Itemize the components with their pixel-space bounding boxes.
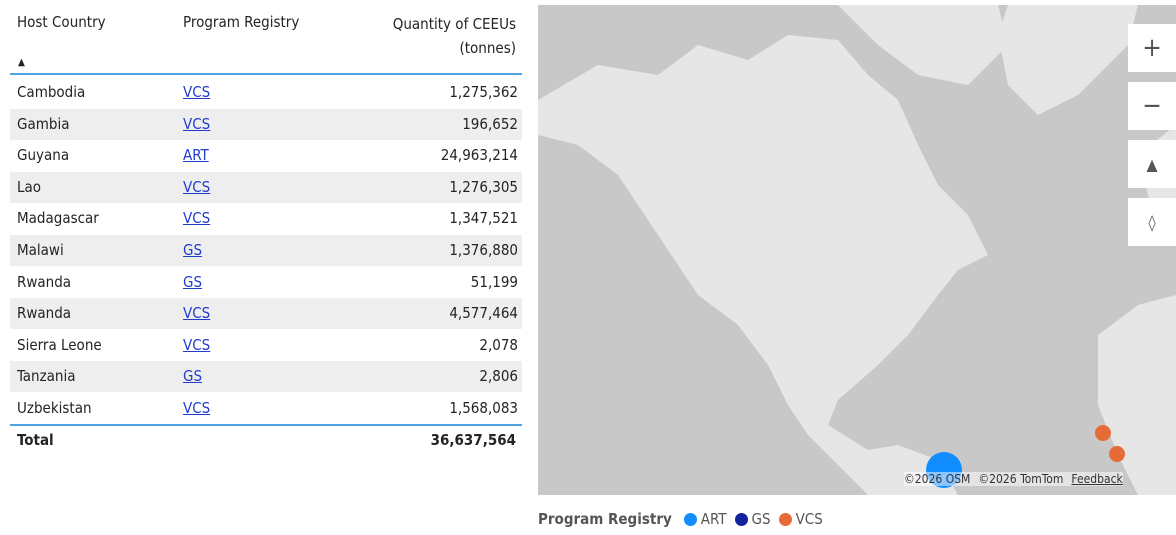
registry-link[interactable]: VCS: [183, 114, 211, 133]
quantity-cell: 196,652: [462, 114, 518, 133]
feedback-link[interactable]: Feedback: [1071, 472, 1123, 486]
quantity-cell: 1,276,305: [449, 177, 518, 196]
registry-link[interactable]: GS: [183, 367, 203, 386]
legend: Program Registry ART GS VCS: [538, 510, 823, 528]
legend-swatch: [734, 512, 748, 526]
attribution-text: ©2026 OSM: [904, 472, 971, 486]
compass[interactable]: ◊: [1128, 198, 1176, 246]
attribution: ©2026 OSM ©2026 TomTom Feedback: [904, 472, 1123, 486]
table-row: Guyana ART 24,963,214: [10, 140, 522, 172]
registry-link[interactable]: ART: [183, 146, 209, 165]
table-row: Lao VCS 1,276,305: [10, 171, 522, 203]
map[interactable]: [538, 5, 1176, 495]
land: [538, 5, 1176, 495]
registry-link[interactable]: GS: [183, 272, 203, 291]
country-cell: Malawi: [17, 241, 64, 259]
legend-label[interactable]: ART: [700, 510, 727, 528]
table-row: Uzbekistan VCS 1,568,083: [10, 393, 522, 424]
map-bubble[interactable]: [1109, 446, 1125, 462]
registry-link[interactable]: VCS: [183, 209, 211, 228]
zoom-out[interactable]: −: [1128, 82, 1176, 130]
quantity-cell: 2,078: [479, 335, 518, 354]
country-cell: Guyana: [17, 146, 70, 165]
registry-link[interactable]: VCS: [183, 83, 211, 101]
zoom-in[interactable]: +: [1128, 24, 1176, 72]
legend-swatch: [778, 512, 792, 526]
country-cell: Madagascar: [17, 209, 99, 228]
header-rule: [10, 73, 522, 75]
country-cell: Rwanda: [17, 304, 72, 323]
quantity-cell: 4,577,464: [449, 304, 518, 323]
legend-label[interactable]: VCS: [795, 510, 823, 528]
map-bubble[interactable]: [1095, 425, 1111, 441]
registry-link[interactable]: VCS: [183, 304, 211, 323]
quantity-cell: 24,963,214: [440, 146, 518, 165]
sort-indicator: ▲: [18, 57, 25, 68]
quantity-cell: 1,568,083: [449, 399, 518, 417]
table-row: Sierra Leone VCS 2,078: [10, 329, 522, 361]
table-row: Cambodia VCS 1,275,362: [10, 77, 522, 108]
country-cell: Uzbekistan: [17, 399, 92, 417]
table-row: Madagascar VCS 1,347,521: [10, 203, 522, 235]
country-cell: Lao: [17, 177, 42, 196]
tilt[interactable]: ▲: [1128, 140, 1176, 188]
registry-link[interactable]: GS: [183, 241, 203, 259]
country-cell: Gambia: [17, 114, 70, 133]
registry-link[interactable]: VCS: [183, 177, 211, 196]
table: Host Country ▲ Program Registry Quantity…: [0, 0, 530, 470]
legend-swatch: [683, 512, 697, 526]
total-value: 36,637,564: [430, 431, 516, 449]
total-rule: [10, 424, 522, 426]
total-label: Total: [17, 431, 54, 449]
country-cell: Tanzania: [17, 367, 76, 386]
table-row: Rwanda GS 51,199: [10, 266, 522, 298]
legend-title: Program Registry: [538, 510, 672, 528]
column-header[interactable]: Quantity of CEEUs (tonnes): [392, 15, 516, 57]
quantity-cell: 1,347,521: [449, 209, 518, 228]
country-cell: Sierra Leone: [17, 335, 102, 354]
registry-link[interactable]: VCS: [183, 335, 211, 354]
registry-link[interactable]: VCS: [183, 399, 211, 417]
table-row: Tanzania GS 2,806: [10, 361, 522, 393]
country-cell: Cambodia: [17, 83, 86, 101]
column-header[interactable]: Host Country: [17, 13, 106, 31]
quantity-cell: 1,275,362: [449, 83, 518, 101]
table-row: Malawi GS 1,376,880: [10, 235, 522, 266]
legend-label[interactable]: GS: [751, 510, 771, 528]
table-row: Gambia VCS 196,652: [10, 108, 522, 140]
quantity-cell: 1,376,880: [449, 241, 518, 259]
quantity-cell: 51,199: [470, 272, 518, 291]
column-header[interactable]: Program Registry: [183, 13, 300, 31]
country-cell: Rwanda: [17, 272, 72, 291]
table-row: Rwanda VCS 4,577,464: [10, 298, 522, 330]
quantity-cell: 2,806: [479, 367, 518, 386]
attribution-text: ©2026 TomTom: [978, 472, 1064, 486]
